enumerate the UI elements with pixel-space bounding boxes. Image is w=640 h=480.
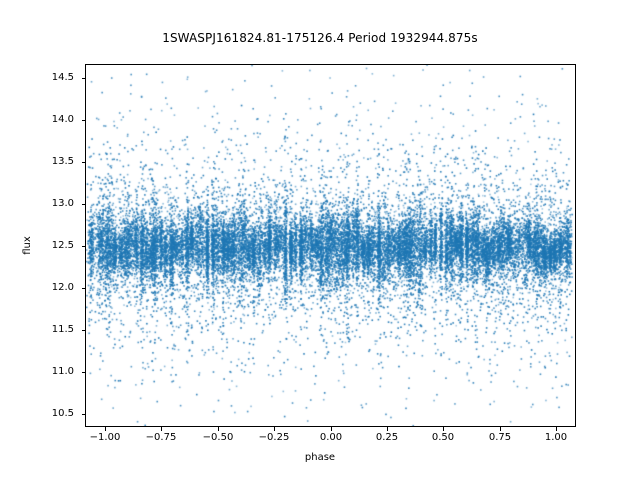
x-tick-mark bbox=[331, 427, 332, 431]
y-tick-mark bbox=[81, 330, 85, 331]
y-tick-mark bbox=[81, 288, 85, 289]
x-tick-label: 0.75 bbox=[488, 432, 512, 443]
y-tick-mark bbox=[81, 246, 85, 247]
plot-title: 1SWASPJ161824.81-175126.4 Period 1932944… bbox=[162, 31, 478, 45]
x-tick-label: −0.50 bbox=[202, 432, 234, 443]
x-tick-label: −0.25 bbox=[258, 432, 290, 443]
x-tick-mark bbox=[387, 427, 388, 431]
y-tick-mark bbox=[81, 120, 85, 121]
y-tick-mark bbox=[81, 204, 85, 205]
x-tick-mark bbox=[161, 427, 162, 431]
x-tick-mark bbox=[105, 427, 106, 431]
y-tick-label: 13.5 bbox=[51, 156, 74, 167]
x-tick-label: −0.75 bbox=[145, 432, 177, 443]
y-tick-mark bbox=[81, 372, 85, 373]
y-tick-label: 14.0 bbox=[51, 114, 74, 125]
y-tick-label: 12.0 bbox=[51, 282, 74, 293]
x-tick-mark bbox=[556, 427, 557, 431]
x-tick-mark bbox=[443, 427, 444, 431]
x-tick-label: −1.00 bbox=[89, 432, 121, 443]
y-tick-mark bbox=[81, 162, 85, 163]
y-tick-label: 10.5 bbox=[51, 408, 74, 419]
y-tick-label: 11.0 bbox=[51, 366, 74, 377]
y-tick-mark bbox=[81, 414, 85, 415]
scatter-data-layer bbox=[86, 65, 575, 426]
y-tick-mark bbox=[81, 78, 85, 79]
plot-axes bbox=[85, 64, 576, 427]
x-axis-label: phase bbox=[304, 452, 336, 463]
y-tick-label: 11.5 bbox=[51, 324, 74, 335]
x-tick-mark bbox=[500, 427, 501, 431]
x-tick-label: 1.00 bbox=[544, 432, 568, 443]
y-axis-label: flux bbox=[22, 236, 33, 255]
x-tick-label: 0.50 bbox=[431, 432, 455, 443]
x-tick-mark bbox=[274, 427, 275, 431]
y-tick-label: 13.0 bbox=[51, 198, 74, 209]
x-tick-label: 0.00 bbox=[319, 432, 343, 443]
y-tick-label: 12.5 bbox=[51, 240, 74, 251]
y-tick-label: 14.5 bbox=[51, 72, 74, 83]
x-tick-label: 0.25 bbox=[375, 432, 399, 443]
x-tick-mark bbox=[218, 427, 219, 431]
